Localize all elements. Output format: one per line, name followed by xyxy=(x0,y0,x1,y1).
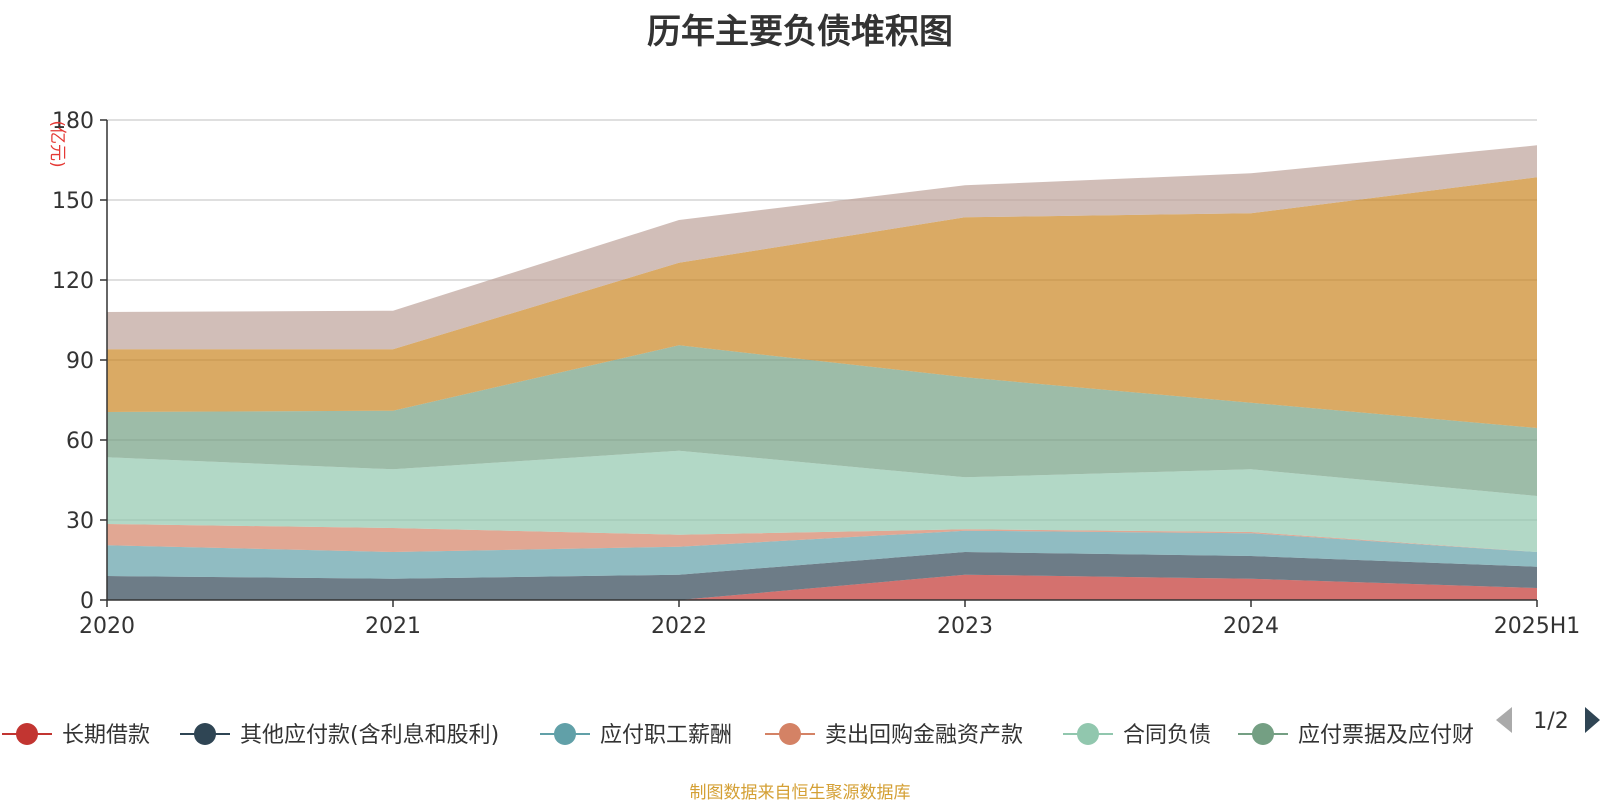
x-tick-label: 2021 xyxy=(365,614,421,639)
legend-pager: 1/2 xyxy=(1496,707,1600,734)
y-tick-label: 60 xyxy=(66,429,94,454)
legend-item[interactable]: 应付职工薪酬 xyxy=(540,723,732,748)
area-series-5 xyxy=(107,345,1537,496)
legend-item[interactable]: 其他应付款(含利息和股利) xyxy=(180,723,499,748)
legend-marker-icon xyxy=(1252,723,1274,745)
legend-marker-icon xyxy=(554,723,576,745)
y-tick-label: 120 xyxy=(52,269,94,294)
legend-label: 卖出回购金融资产款 xyxy=(825,723,1023,748)
legend-label: 长期借款 xyxy=(62,723,150,748)
legend-label: 合同负债 xyxy=(1123,723,1211,748)
legend-item[interactable]: 应付票据及应付财 xyxy=(1238,723,1474,748)
x-tick-label: 2024 xyxy=(1223,614,1279,639)
legend-item[interactable]: 卖出回购金融资产款 xyxy=(765,723,1023,748)
y-tick-label: 180 xyxy=(52,109,94,134)
area-series-7 xyxy=(107,145,1537,350)
x-tick-label: 2023 xyxy=(937,614,993,639)
legend-label: 应付职工薪酬 xyxy=(600,723,732,748)
prev-page-icon[interactable] xyxy=(1496,707,1512,733)
y-tick-label: 30 xyxy=(66,509,94,534)
y-tick-label: 0 xyxy=(80,589,94,614)
y-axis-unit-label: (亿元) xyxy=(47,120,67,167)
axes: 0 30 60 90 120 150 180 2020 2021 2022 2023 2024 2025… xyxy=(52,109,1580,639)
legend-item[interactable]: 合同负债 xyxy=(1063,723,1211,748)
area-series-1 xyxy=(107,552,1537,600)
area-series-2 xyxy=(107,530,1537,579)
legend[interactable]: 长期借款 其他应付款(含利息和股利) 应付职工薪酬 卖出回购金融资产款 合同负债 应付票据… xyxy=(2,723,1474,748)
area-series-4 xyxy=(107,450,1537,552)
y-tick-label: 90 xyxy=(66,349,94,374)
legend-page-indicator: 1/2 xyxy=(1533,709,1568,734)
y-tick-label: 150 xyxy=(52,189,94,214)
legend-label: 其他应付款(含利息和股利) xyxy=(240,723,499,748)
legend-label: 应付票据及应付财 xyxy=(1298,723,1474,748)
x-tick-label: 2022 xyxy=(651,614,707,639)
legend-marker-icon xyxy=(16,723,38,745)
area-series xyxy=(107,145,1537,600)
next-page-icon[interactable] xyxy=(1585,707,1600,733)
area-series-6 xyxy=(107,177,1537,428)
x-tick-label: 2025H1 xyxy=(1494,614,1581,639)
chart-title: 历年主要负债堆积图 xyxy=(647,12,953,52)
area-series-0 xyxy=(107,574,1537,600)
area-series-3 xyxy=(107,524,1537,552)
legend-marker-icon xyxy=(779,723,801,745)
legend-item[interactable]: 长期借款 xyxy=(2,723,150,748)
data-source-note: 制图数据来自恒生聚源数据库 xyxy=(689,783,911,803)
legend-marker-icon xyxy=(1077,723,1099,745)
x-tick-label: 2020 xyxy=(79,614,135,639)
legend-marker-icon xyxy=(194,723,216,745)
